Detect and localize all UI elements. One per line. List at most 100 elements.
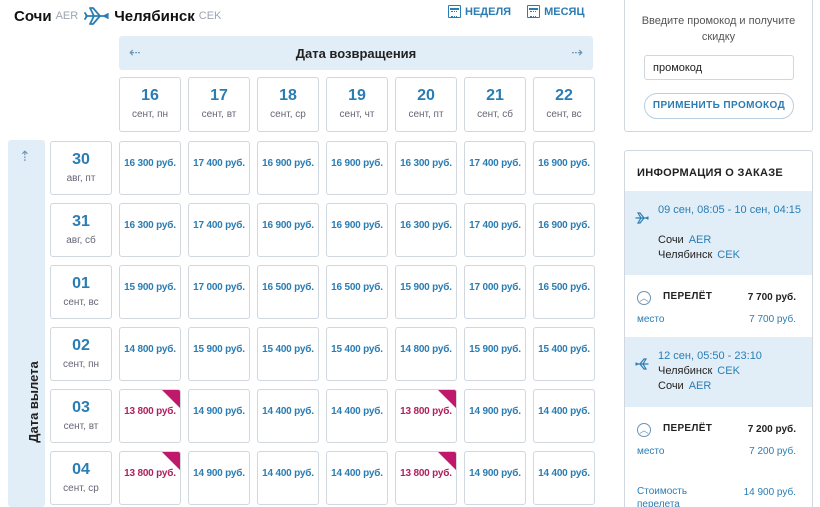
departure-weekday: сент, вс (63, 297, 99, 308)
departure-weekday: сент, вт (63, 421, 99, 432)
price-cell-cheapest[interactable]: 13 800 руб. (395, 451, 457, 505)
week-view-button[interactable]: НЕДЕЛЯ (448, 5, 511, 18)
chevron-up-icon[interactable]: ︿ (637, 291, 651, 305)
price-cell[interactable]: 17 000 руб. (188, 265, 250, 319)
price-cell-cheapest[interactable]: 13 800 руб. (119, 451, 181, 505)
price-cell[interactable]: 14 400 руб. (326, 389, 388, 443)
price-value: 14 800 руб. (400, 344, 452, 355)
price-cell[interactable]: 14 800 руб. (119, 327, 181, 381)
price-cell[interactable]: 14 400 руб. (257, 389, 319, 443)
price-value: 15 400 руб. (538, 344, 590, 355)
return-day: 20 (417, 87, 435, 104)
price-cell[interactable]: 15 400 руб. (326, 327, 388, 381)
price-cell[interactable]: 15 400 руб. (533, 327, 595, 381)
price-cell[interactable]: 16 300 руб. (119, 141, 181, 195)
departure-date-header: 03 сент, вт (50, 389, 112, 443)
price-value: 14 900 руб. (193, 468, 245, 479)
price-cell[interactable]: 17 400 руб. (188, 141, 250, 195)
outbound-time: 09 сен, 08:05 - 10 сен, 04:15 (658, 204, 802, 216)
promo-code-input[interactable] (644, 55, 794, 80)
price-cell[interactable]: 15 900 руб. (395, 265, 457, 319)
price-cell[interactable]: 16 500 руб. (257, 265, 319, 319)
outbound-segment[interactable]: 09 сен, 08:05 - 10 сен, 04:15 Сочи AER Че… (625, 191, 812, 275)
inbound-segment[interactable]: 12 сен, 05:50 - 23:10 Челябинск CEK Сочи A… (625, 337, 812, 407)
price-value: 14 800 руб. (124, 344, 176, 355)
price-value: 16 900 руб. (538, 220, 590, 231)
price-cell[interactable]: 17 400 руб. (464, 203, 526, 257)
inbound-fare-amount: 7 200 руб. (747, 424, 796, 435)
price-value: 13 800 руб. (400, 468, 452, 479)
price-cell[interactable]: 17 400 руб. (188, 203, 250, 257)
price-cell[interactable]: 16 900 руб. (326, 203, 388, 257)
inbound-seat-label: место (637, 446, 665, 457)
price-cell-cheapest[interactable]: 13 800 руб. (119, 389, 181, 443)
return-day: 22 (555, 87, 573, 104)
price-cell[interactable]: 15 400 руб. (257, 327, 319, 381)
price-cell[interactable]: 15 900 руб. (464, 327, 526, 381)
price-value: 15 900 руб. (400, 282, 452, 293)
price-cell[interactable]: 16 300 руб. (395, 203, 457, 257)
price-value: 16 900 руб. (538, 158, 590, 169)
price-cell[interactable]: 16 300 руб. (395, 141, 457, 195)
arrow-up-dotted-icon[interactable]: ⇡ (19, 148, 31, 164)
outbound-destination-city: Челябинск (658, 249, 713, 261)
price-cell[interactable]: 14 400 руб. (326, 451, 388, 505)
price-cell[interactable]: 16 900 руб. (533, 141, 595, 195)
chevron-up-icon[interactable]: ︿ (637, 423, 651, 437)
arrow-right-dotted-icon[interactable]: ⇢ (571, 44, 583, 60)
plane-icon (84, 7, 110, 25)
price-cell[interactable]: 14 800 руб. (395, 327, 457, 381)
return-day: 19 (348, 87, 366, 104)
departure-day: 03 (72, 399, 90, 416)
outbound-origin-code: AER (688, 234, 712, 246)
return-day: 17 (210, 87, 228, 104)
cheapest-marker-icon (438, 390, 456, 408)
price-cell[interactable]: 16 300 руб. (119, 203, 181, 257)
inbound-destination: Сочи AER (658, 379, 711, 394)
departure-day: 01 (72, 275, 90, 292)
price-cell[interactable]: 16 900 руб. (533, 203, 595, 257)
price-cell[interactable]: 17 400 руб. (464, 141, 526, 195)
price-cell[interactable]: 14 900 руб. (464, 451, 526, 505)
price-value: 16 300 руб. (124, 158, 176, 169)
return-date-header: 21 сент, сб (464, 77, 526, 132)
price-cell[interactable]: 16 500 руб. (326, 265, 388, 319)
arrow-left-dotted-icon[interactable]: ⇠ (129, 44, 141, 60)
price-cell[interactable]: 15 900 руб. (188, 327, 250, 381)
plane-return-icon (635, 358, 649, 370)
price-cell[interactable]: 16 500 руб. (533, 265, 595, 319)
view-switch: НЕДЕЛЯ МЕСЯЦ (448, 5, 584, 18)
inbound-fare: ︿ ПЕРЕЛЁТ 7 200 руб. место 7 200 руб. (625, 413, 812, 468)
price-cell-cheapest[interactable]: 13 800 руб. (395, 389, 457, 443)
price-cell[interactable]: 15 900 руб. (119, 265, 181, 319)
total-label: Стоимость перелета (637, 486, 688, 507)
price-cell[interactable]: 16 900 руб. (257, 141, 319, 195)
price-cell[interactable]: 14 400 руб. (257, 451, 319, 505)
price-cell[interactable]: 14 400 руб. (533, 451, 595, 505)
price-value: 14 400 руб. (262, 406, 314, 417)
price-value: 15 400 руб. (331, 344, 383, 355)
departure-day: 02 (72, 337, 90, 354)
price-value: 16 900 руб. (331, 158, 383, 169)
price-cell[interactable]: 14 900 руб. (464, 389, 526, 443)
return-weekday: сент, пт (408, 109, 444, 120)
month-view-button[interactable]: МЕСЯЦ (527, 5, 584, 18)
price-value: 13 800 руб. (124, 406, 176, 417)
outbound-origin-city: Сочи (658, 234, 684, 246)
outbound-seat-amount: 7 700 руб. (749, 314, 796, 325)
return-date-header: 20 сент, пт (395, 77, 457, 132)
destination-city: Челябинск (114, 7, 195, 25)
month-view-label: МЕСЯЦ (544, 5, 585, 18)
return-weekday: сент, сб (477, 109, 513, 120)
price-cell[interactable]: 14 900 руб. (188, 389, 250, 443)
return-weekday: сент, чт (339, 109, 375, 120)
apply-promo-button[interactable]: ПРИМЕНИТЬ ПРОМОКОД (644, 93, 794, 119)
price-cell[interactable]: 16 900 руб. (257, 203, 319, 257)
promo-text: Введите промокод и получите скидку (641, 15, 796, 43)
price-cell[interactable]: 14 400 руб. (533, 389, 595, 443)
price-cell[interactable]: 14 900 руб. (188, 451, 250, 505)
calendar-icon (448, 5, 461, 18)
return-date-header: 22 сент, вс (533, 77, 595, 132)
price-cell[interactable]: 17 000 руб. (464, 265, 526, 319)
price-cell[interactable]: 16 900 руб. (326, 141, 388, 195)
